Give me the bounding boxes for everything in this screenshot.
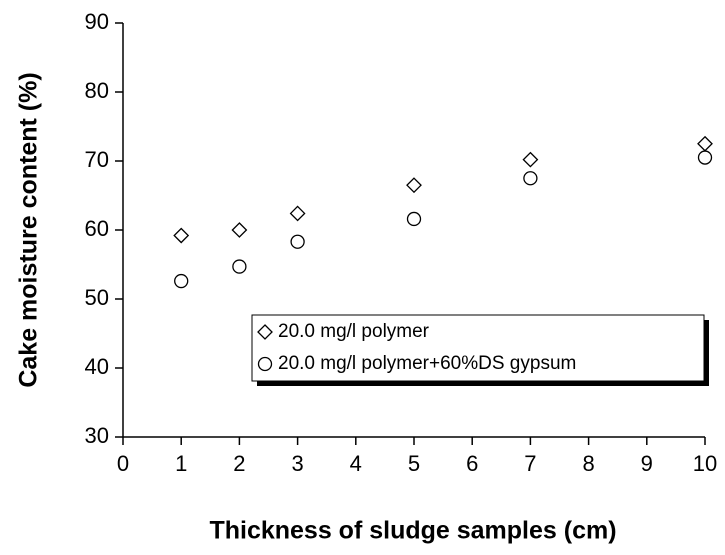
circle-marker: [232, 259, 247, 274]
diamond-marker: [522, 151, 539, 168]
circle-marker: [290, 234, 305, 249]
y-tick-label: 90: [85, 9, 109, 34]
x-tick-label: 1: [175, 451, 187, 476]
legend-label: 20.0 mg/l polymer+60%DS gypsum: [278, 353, 576, 374]
y-tick-label: 80: [85, 78, 109, 103]
diamond-marker: [697, 135, 713, 152]
y-tick-label: 40: [85, 354, 109, 379]
y-tick-label: 60: [85, 216, 109, 241]
y-tick-label: 30: [85, 423, 109, 448]
y-axis-title: Cake moisture content (%): [15, 72, 43, 387]
y-tick-label: 70: [85, 147, 109, 172]
legend-label: 20.0 mg/l polymer: [278, 321, 430, 342]
diamond-marker: [173, 227, 190, 244]
x-tick-label: 9: [641, 451, 653, 476]
circle-marker: [406, 211, 422, 227]
x-tick-label: 8: [582, 451, 594, 476]
circle-marker: [257, 356, 273, 372]
x-tick-label: 5: [408, 451, 420, 476]
diamond-marker: [289, 205, 306, 222]
circle-marker: [523, 171, 538, 186]
legend-box: [251, 314, 705, 382]
x-tick-label: 4: [350, 451, 362, 476]
x-tick-label: 10: [693, 451, 717, 476]
x-tick-label: 2: [233, 451, 245, 476]
x-tick-label: 3: [291, 451, 303, 476]
x-tick-label: 7: [524, 451, 536, 476]
x-tick-label: 6: [466, 451, 478, 476]
x-axis-title: Thickness of sludge samples (cm): [209, 517, 616, 545]
circle-marker: [697, 150, 713, 165]
x-tick-label: 0: [117, 451, 129, 476]
diamond-marker: [231, 222, 248, 238]
diamond-marker: [257, 324, 273, 340]
circle-marker: [174, 273, 189, 289]
diamond-marker: [406, 177, 422, 194]
y-tick-label: 50: [85, 285, 109, 310]
